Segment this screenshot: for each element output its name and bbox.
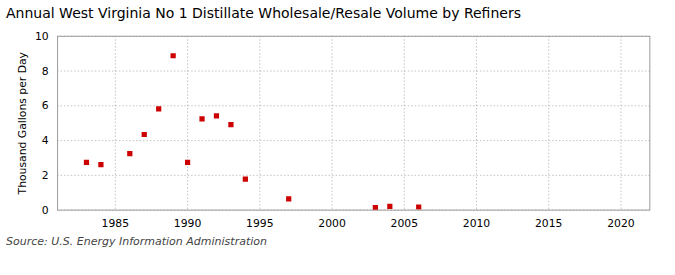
svg-text:10: 10: [35, 30, 49, 43]
svg-text:8: 8: [42, 65, 49, 78]
svg-text:1995: 1995: [246, 217, 273, 230]
svg-text:0: 0: [42, 204, 49, 217]
html-text:Source: U.S. Energy Informatio: Source: U.S. Energy Information Administ…: [6, 235, 267, 249]
svg-text:2020: 2020: [607, 217, 635, 230]
html-text:Annual West Virginia No 1 Dist: Annual West Virginia No 1 Distillate Who…: [6, 5, 521, 21]
svg-text:2010: 2010: [463, 217, 491, 230]
svg-text:4: 4: [42, 134, 49, 147]
svg-text:1985: 1985: [102, 217, 129, 230]
svg-text:Thousand Gallons per Day: Thousand Gallons per Day: [16, 51, 29, 195]
svg-text:6: 6: [42, 99, 49, 112]
svg-text:2: 2: [42, 169, 49, 182]
svg-text:2000: 2000: [318, 217, 346, 230]
svg-text:2005: 2005: [391, 217, 418, 230]
svg-text:1990: 1990: [174, 217, 202, 230]
svg-text:2015: 2015: [535, 217, 562, 230]
